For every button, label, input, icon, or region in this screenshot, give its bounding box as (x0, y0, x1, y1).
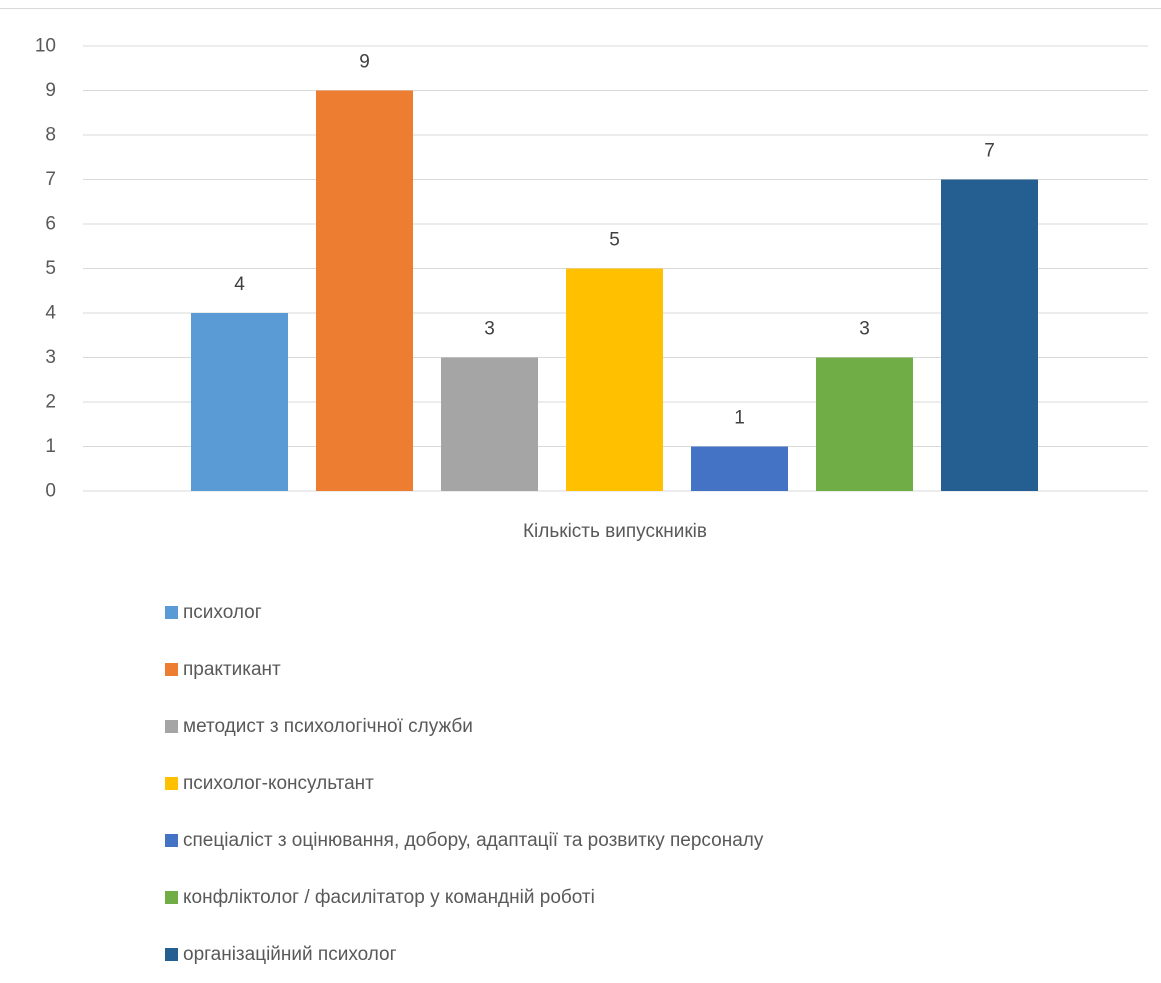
legend-swatch (165, 663, 178, 676)
bar-6 (816, 357, 913, 491)
y-tick-label: 9 (45, 80, 56, 101)
legend: психолог практикант методист з психологічн… (165, 584, 763, 983)
legend-swatch (165, 891, 178, 904)
bar-2 (316, 90, 413, 491)
legend-item: спеціаліст з оцінювання, добору, адаптац… (165, 812, 763, 869)
legend-label: організаційний психолог (183, 943, 397, 965)
data-label-3: 3 (484, 319, 495, 340)
y-tick-label: 2 (45, 392, 56, 413)
y-tick-label: 1 (45, 436, 56, 457)
legend-swatch (165, 777, 178, 790)
legend-label: психолог-консультант (183, 772, 374, 794)
bars (191, 90, 1038, 491)
legend-label: конфліктолог / фасилітатор у командній р… (183, 886, 595, 908)
legend-item: психолог-консультант (165, 755, 763, 812)
data-label-5: 1 (734, 408, 745, 429)
legend-label: методист з психологічної служби (183, 715, 473, 737)
y-tick-label: 6 (45, 214, 56, 235)
x-axis-label: Кількість випускників (523, 521, 707, 542)
y-tick-label: 10 (35, 36, 56, 57)
data-label-6: 3 (859, 319, 870, 340)
bar-5 (691, 446, 788, 491)
data-label-4: 5 (609, 230, 620, 251)
y-tick-label: 4 (45, 303, 56, 324)
y-tick-label: 8 (45, 125, 56, 146)
data-label-7: 7 (984, 141, 995, 162)
legend-label: психолог (183, 601, 262, 623)
y-tick-label: 3 (45, 347, 56, 368)
legend-item: практикант (165, 641, 763, 698)
legend-swatch (165, 606, 178, 619)
y-tick-label: 7 (45, 169, 56, 190)
top-border (0, 8, 1161, 9)
bar-3 (441, 357, 538, 491)
legend-item: організаційний психолог (165, 926, 763, 983)
legend-label: практикант (183, 658, 281, 680)
legend-swatch (165, 948, 178, 961)
legend-item: психолог (165, 584, 763, 641)
y-tick-label: 5 (45, 258, 56, 279)
data-label-1: 4 (234, 274, 245, 295)
legend-item: конфліктолог / фасилітатор у командній р… (165, 869, 763, 926)
legend-label: спеціаліст з оцінювання, добору, адаптац… (183, 829, 764, 851)
bar-chart: 0 1 2 3 4 5 6 7 8 9 10 4 9 3 5 1 3 7 Кількість випускник… (35, 36, 1148, 542)
legend-swatch (165, 720, 178, 733)
y-axis: 0 1 2 3 4 5 6 7 8 9 10 (35, 36, 57, 502)
bar-7 (941, 179, 1038, 491)
bar-1 (191, 313, 288, 491)
bar-4 (566, 268, 663, 491)
y-tick-label: 0 (45, 481, 56, 502)
legend-swatch (165, 834, 178, 847)
data-label-2: 9 (359, 52, 370, 73)
data-labels: 4 9 3 5 1 3 7 (234, 52, 995, 429)
legend-item: методист з психологічної служби (165, 698, 763, 755)
